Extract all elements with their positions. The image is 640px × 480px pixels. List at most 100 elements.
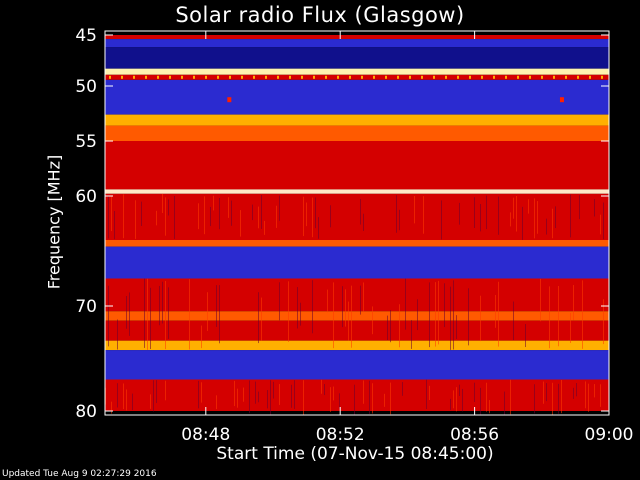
dot-mark bbox=[565, 75, 567, 79]
streak bbox=[456, 315, 457, 339]
streak bbox=[354, 384, 355, 415]
streak bbox=[330, 387, 331, 412]
streak bbox=[165, 380, 166, 401]
streak bbox=[573, 387, 574, 399]
streak bbox=[435, 282, 436, 347]
dot-mark bbox=[133, 75, 135, 79]
streak bbox=[231, 200, 232, 226]
band-17 bbox=[105, 350, 609, 380]
streak bbox=[207, 292, 208, 331]
streak bbox=[543, 381, 544, 404]
streak bbox=[279, 282, 280, 321]
streak bbox=[396, 195, 397, 233]
band-14 bbox=[105, 311, 609, 321]
streak bbox=[570, 313, 571, 343]
streak bbox=[108, 196, 109, 239]
streak bbox=[111, 401, 112, 414]
streak bbox=[147, 278, 148, 350]
streak bbox=[234, 380, 235, 407]
streak bbox=[546, 383, 547, 402]
y-tick-label: 60 bbox=[75, 187, 97, 207]
streak bbox=[291, 384, 292, 408]
streak bbox=[243, 387, 244, 402]
streak bbox=[204, 196, 205, 235]
streak bbox=[594, 384, 595, 398]
streak bbox=[540, 278, 541, 322]
dot-mark bbox=[505, 75, 507, 79]
streak bbox=[279, 195, 280, 221]
dot-mark bbox=[229, 75, 231, 79]
streak bbox=[441, 200, 442, 240]
streak bbox=[300, 302, 301, 326]
dot-mark bbox=[589, 75, 591, 79]
streak bbox=[111, 195, 112, 232]
streak bbox=[303, 380, 304, 415]
y-axis: 45 50 55 60 70 80 bbox=[75, 26, 609, 422]
streak bbox=[402, 382, 403, 396]
streak bbox=[327, 289, 328, 313]
dot-mark bbox=[301, 75, 303, 79]
streak bbox=[423, 196, 424, 234]
dot-mark bbox=[361, 75, 363, 79]
streak bbox=[600, 384, 601, 407]
streak bbox=[570, 194, 571, 238]
streak bbox=[522, 206, 523, 240]
update-timestamp: Updated Tue Aug 9 02:27:29 2016 bbox=[2, 469, 157, 479]
streak bbox=[372, 306, 373, 335]
dot-mark bbox=[349, 75, 351, 79]
streak bbox=[168, 199, 169, 216]
dot-mark bbox=[169, 75, 171, 79]
streak bbox=[258, 391, 259, 403]
y-tick-label: 80 bbox=[75, 402, 97, 422]
streak bbox=[573, 285, 574, 321]
streak bbox=[534, 384, 535, 414]
streak bbox=[459, 202, 460, 225]
dot-mark bbox=[385, 75, 387, 79]
streak bbox=[390, 382, 391, 415]
streak bbox=[261, 297, 262, 341]
streak bbox=[561, 379, 562, 414]
streak bbox=[117, 319, 118, 350]
streak bbox=[510, 379, 511, 415]
streak bbox=[312, 280, 313, 334]
streak bbox=[174, 195, 175, 239]
streak-layer bbox=[105, 75, 604, 415]
streak bbox=[126, 389, 127, 411]
band-3 bbox=[105, 68, 609, 75]
band-15 bbox=[105, 320, 609, 341]
streak bbox=[168, 287, 169, 339]
streak bbox=[228, 197, 229, 218]
band-1 bbox=[105, 39, 609, 48]
streak bbox=[312, 197, 313, 238]
band-4 bbox=[105, 74, 609, 80]
streak bbox=[513, 301, 514, 341]
streak bbox=[579, 195, 580, 220]
streak bbox=[450, 286, 451, 350]
streak bbox=[498, 281, 499, 347]
streak bbox=[426, 379, 427, 410]
streak bbox=[399, 304, 400, 348]
streak bbox=[159, 285, 160, 326]
streak bbox=[156, 380, 157, 404]
dot-mark bbox=[373, 75, 375, 79]
streak bbox=[345, 289, 346, 327]
streak bbox=[114, 210, 115, 240]
streak bbox=[156, 210, 157, 226]
band-2 bbox=[105, 47, 609, 69]
streak bbox=[129, 292, 130, 336]
streak bbox=[552, 382, 553, 415]
streak bbox=[453, 280, 454, 350]
streak bbox=[534, 198, 535, 239]
band-8 bbox=[105, 141, 609, 190]
streak bbox=[459, 384, 460, 396]
y-tick-label: 50 bbox=[75, 77, 97, 97]
band-layer bbox=[105, 35, 609, 411]
streak bbox=[255, 381, 256, 404]
streak bbox=[582, 280, 583, 349]
streak bbox=[348, 301, 349, 341]
y-tick-label: 70 bbox=[75, 297, 97, 317]
streak bbox=[360, 198, 361, 225]
band-11 bbox=[105, 240, 609, 247]
y-tick-label: 45 bbox=[75, 26, 97, 46]
streak bbox=[576, 383, 577, 397]
